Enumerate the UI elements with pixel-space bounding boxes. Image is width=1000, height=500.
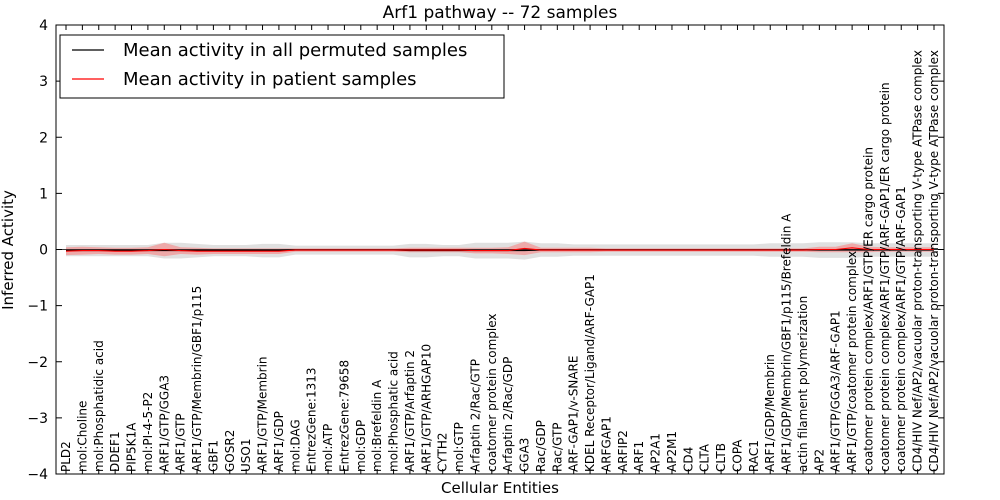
x-category-label: COPA (731, 439, 745, 472)
y-tick-label: −1 (27, 299, 48, 315)
x-category-label: ARF1/GDP (272, 411, 286, 472)
x-category-label: mol:GDP (354, 420, 368, 472)
x-category-label: ARF-GAP1/v-SNARE (567, 356, 581, 472)
x-category-label: coatomer protein complex/ARF1/GTP/ER car… (862, 147, 876, 472)
x-category-label: AP2M1 (665, 431, 679, 472)
x-category-label: ARFIP2 (616, 430, 630, 472)
x-category-label: ARF1/GTP/Membrin (256, 356, 270, 472)
x-category-label: AP2A1 (649, 433, 663, 472)
x-category-label: mol:Phosphatidic acid (92, 340, 106, 472)
x-category-label: AP2 (812, 449, 826, 472)
x-category-label: RAC1 (747, 440, 761, 472)
x-category-label: coatomer protein complex/ARF1/GTP/ARF-GA… (878, 82, 892, 472)
x-category-label: GBF1 (206, 440, 220, 472)
x-category-label: EntrezGene:79658 (337, 360, 351, 472)
x-category-label: mol:ATP (321, 424, 335, 472)
x-category-label: ARF1/GTP/coatomer protein complex (845, 251, 859, 472)
y-tick-label: −4 (27, 467, 48, 483)
x-category-label: PLD2 (59, 441, 73, 472)
x-category-label: actin filament polymerization (796, 296, 810, 472)
x-axis-ticks (65, 25, 935, 474)
legend-label-permuted: Mean activity in all permuted samples (123, 40, 467, 61)
x-category-label: Arfaptin 2/Rac/GDP (501, 357, 515, 472)
x-category-label: CLTA (698, 443, 712, 472)
x-category-label: KDEL Receptor/Ligand/ARF-GAP1 (583, 274, 597, 472)
legend: Mean activity in all permuted samples Me… (59, 34, 505, 99)
x-category-label: Rac/GDP (534, 420, 548, 472)
y-axis-label: Inferred Activity (0, 190, 17, 310)
x-category-label: Arfaptin 2/Rac/GTP (468, 359, 482, 472)
x-category-label: USO1 (239, 439, 253, 472)
x-category-label: CD4 (681, 447, 695, 472)
x-category-label: ARFGAP1 (600, 416, 614, 472)
x-category-label: ARF1/GTP/GGA3 (157, 375, 171, 472)
x-category-label: ARF1/GDP/Membrin (763, 354, 777, 472)
x-category-label: ARF1/GTP/GGA3/ARF-GAP1 (829, 310, 843, 472)
x-category-label: ARF1/GTP (174, 413, 188, 472)
x-category-label: ARF1/GDP/Membrin/GBF1/p115/Brefeldin A (780, 213, 794, 472)
x-category-label: GOSR2 (223, 430, 237, 472)
x-axis-label: Cellular Entities (441, 479, 559, 497)
y-axis-ticks: 4 3 2 1 0 −1 −2 −3 −4 (27, 18, 944, 483)
x-category-label: coatomer protein complex (485, 314, 499, 472)
y-tick-label: −2 (27, 355, 48, 371)
legend-label-patient: Mean activity in patient samples (123, 69, 417, 90)
series-lines (65, 247, 934, 252)
band-patient (66, 241, 934, 257)
x-category-label: CYTH2 (436, 433, 450, 473)
x-category-label: DDEF1 (108, 431, 122, 472)
x-category-label: CD4/HIV Nef/AP2/vacuolar proton-transpor… (927, 50, 941, 472)
x-category-label: mol:GTP (452, 422, 466, 472)
x-category-label: PIP5K1A (125, 422, 139, 472)
chart-title: Arf1 pathway -- 72 samples (383, 3, 618, 23)
x-category-label: mol:PI-4-5-P2 (141, 392, 155, 472)
x-category-label: Rac/GTP (550, 422, 564, 472)
x-category-label: mol:Phosphatic acid (387, 351, 401, 472)
x-category-label: ARF1/GTP/Membrin/GBF1/p115 (190, 286, 204, 472)
x-category-label: GGA3 (518, 438, 532, 472)
y-tick-label: 2 (39, 130, 48, 146)
x-category-label: mol:Brefeldin A (370, 379, 384, 472)
y-tick-label: 4 (39, 18, 48, 34)
x-category-label: CLTB (714, 443, 728, 472)
x-category-label: ARF1/GTP/ARHGAP10 (419, 344, 433, 472)
series-line-patient (65, 247, 934, 252)
y-tick-label: −3 (27, 411, 48, 427)
x-category-label: CD4/HIV Nef/AP2/vacuolar proton-transpor… (911, 50, 925, 472)
x-category-label: coatomer protein complex/ARF1/GTP/ARF-GA… (894, 186, 908, 472)
x-category-labels: PLD2 mol:Choline mol:Phosphatidic acid DDEF… (59, 50, 941, 472)
x-category-label: ARF1/GTP/Arfaptin 2 (403, 350, 417, 472)
x-category-label: mol:DAG (288, 419, 302, 472)
legend-frame (59, 34, 505, 99)
x-category-label: EntrezGene:1313 (305, 368, 319, 473)
y-tick-label: 3 (39, 74, 48, 90)
y-tick-label: 0 (39, 243, 48, 259)
x-category-label: ARF1 (632, 441, 646, 472)
x-category-label: mol:Choline (75, 401, 89, 472)
y-tick-label: 1 (39, 186, 48, 202)
